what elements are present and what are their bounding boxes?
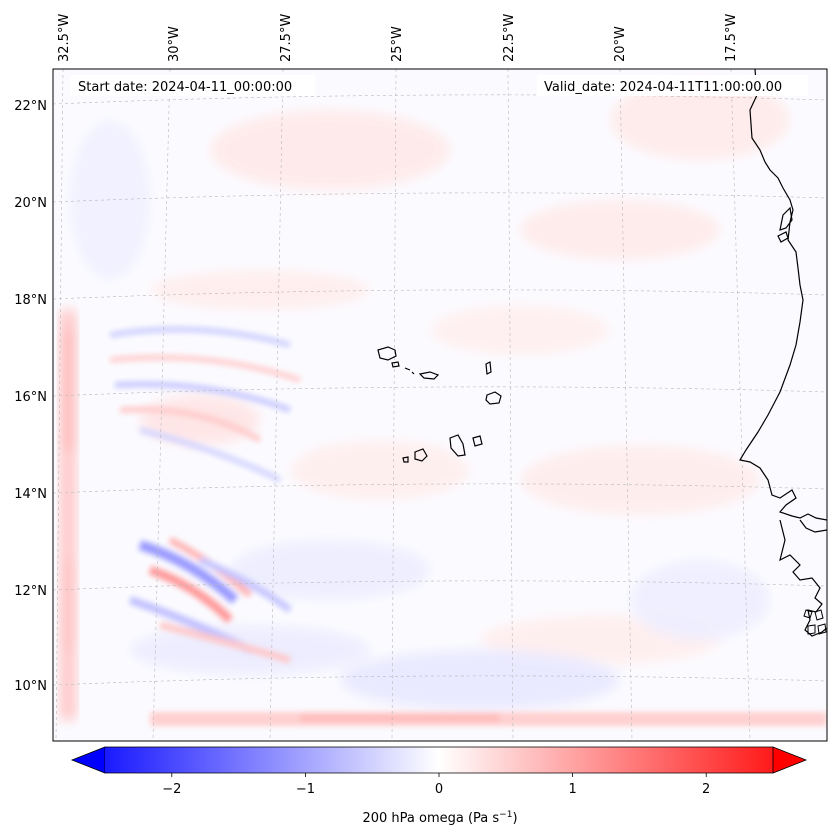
colorbar-tick-label: 2 [702, 782, 710, 797]
colorbar-max-extend-arrow [772, 746, 808, 774]
lat-label-10n: 10°N [14, 679, 47, 694]
longitude-labels: 32.5°W 30°W 27.5°W 25°W 22.5°W 20°W 17.5… [57, 14, 739, 62]
start-date-label: Start date: 2024-04-11_00:00:00 [78, 80, 292, 95]
valid-date-label: Valid_date: 2024-04-11T11:00:00.00 [544, 80, 782, 95]
lon-label-17-5w: 17.5°W [724, 14, 739, 62]
island-maio [472, 435, 483, 447]
lon-label-22-5w: 22.5°W [502, 14, 517, 62]
island-fogo [414, 448, 428, 462]
coastlines [739, 69, 827, 637]
omega-field [60, 80, 827, 726]
lon-label-27-5w: 27.5°W [279, 14, 294, 62]
lat-label-20n: 20°N [14, 196, 47, 211]
island-santo-antao [377, 346, 397, 361]
map-area: Start date: 2024-04-11_00:00:00 Valid_da… [52, 68, 828, 742]
map-frame [52, 68, 828, 742]
island-sao-nicolau [418, 371, 440, 380]
island-boa-vista [485, 391, 502, 405]
bijagos-islands [803, 609, 827, 635]
island-sao-vicente [391, 361, 400, 368]
west-africa-coastline [739, 69, 827, 521]
lat-label-22n: 22°N [14, 99, 47, 114]
colorbar-tick-label: 0 [435, 782, 443, 797]
lon-label-20w: 20°W [613, 26, 628, 62]
colorbar-ticks: −2 −1 0 1 2 [162, 773, 710, 797]
start-date-box: Start date: 2024-04-11_00:00:00 [70, 75, 315, 96]
gridlines [53, 69, 827, 741]
island-brava [402, 456, 409, 463]
lon-label-32-5w: 32.5°W [57, 14, 72, 62]
island-santiago [449, 434, 466, 457]
valid-date-box: Valid_date: 2024-04-11T11:00:00.00 [537, 75, 808, 96]
lon-label-25w: 25°W [390, 26, 405, 62]
colorbar-label: 200 hPa omega (Pa s−1) [362, 810, 517, 826]
lat-label-18n: 18°N [14, 293, 47, 308]
colorbar-gradient [105, 747, 773, 773]
colorbar: −2 −1 0 1 2 200 hPa omega (Pa s−1) [70, 746, 808, 826]
island-santa-luzia [404, 367, 415, 375]
lat-label-16n: 16°N [14, 390, 47, 405]
lat-label-14n: 14°N [14, 487, 47, 502]
island-sal [485, 361, 492, 375]
lat-label-12n: 12°N [14, 584, 47, 599]
lon-label-30w: 30°W [167, 26, 182, 62]
colorbar-tick-label: −2 [162, 782, 181, 797]
colorbar-tick-label: 1 [568, 782, 576, 797]
cabo-verde-islands [377, 346, 502, 463]
latitude-labels: 22°N 20°N 18°N 16°N 14°N 12°N 10°N [14, 99, 47, 694]
colorbar-tick-label: −1 [296, 782, 315, 797]
colorbar-min-extend-arrow [70, 746, 106, 774]
